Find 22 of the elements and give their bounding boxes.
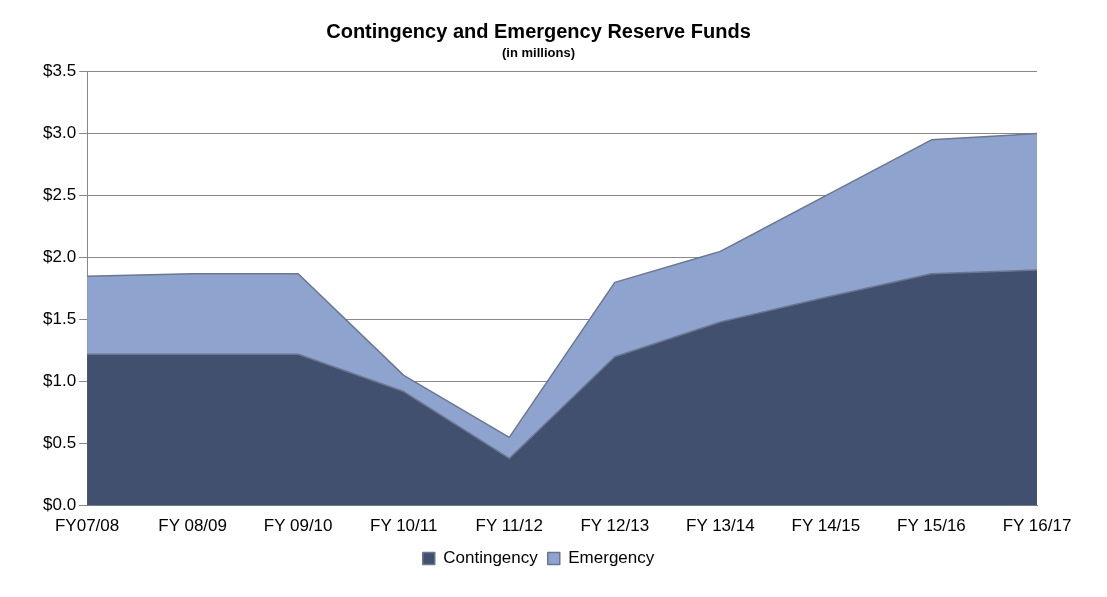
y-tick-label: $3.5 (42, 61, 77, 81)
x-tick-label: FY 08/09 (158, 516, 227, 536)
chart-title: Contingency and Emergency Reserve Funds (326, 19, 751, 42)
x-tick-label: FY 15/16 (897, 516, 966, 536)
x-tick-label: FY 11/12 (475, 516, 543, 536)
y-tick-label: $0.5 (42, 433, 77, 453)
x-tick-label: FY 16/17 (1002, 516, 1072, 536)
chart-subtitle: (in millions) (502, 45, 575, 61)
y-tick-label: $0.0 (42, 495, 77, 515)
legend-label: Contingency (443, 548, 539, 568)
legend-label: Emergency (568, 548, 655, 568)
y-tick-label: $2.0 (42, 247, 77, 267)
x-tick-label: FY 13/14 (686, 516, 755, 536)
x-tick-label: FY 12/13 (580, 516, 650, 536)
x-tick-label: FY 14/15 (791, 516, 861, 536)
y-tick-label: $2.5 (42, 185, 77, 205)
y-tick-label: $3.0 (42, 123, 77, 143)
x-tick-label: FY07/08 (54, 516, 120, 536)
y-tick-label: $1.5 (42, 309, 77, 329)
x-tick-label: FY 10/11 (370, 516, 438, 536)
y-tick-label: $1.0 (42, 371, 77, 391)
x-tick-label: FY 09/10 (263, 516, 333, 536)
